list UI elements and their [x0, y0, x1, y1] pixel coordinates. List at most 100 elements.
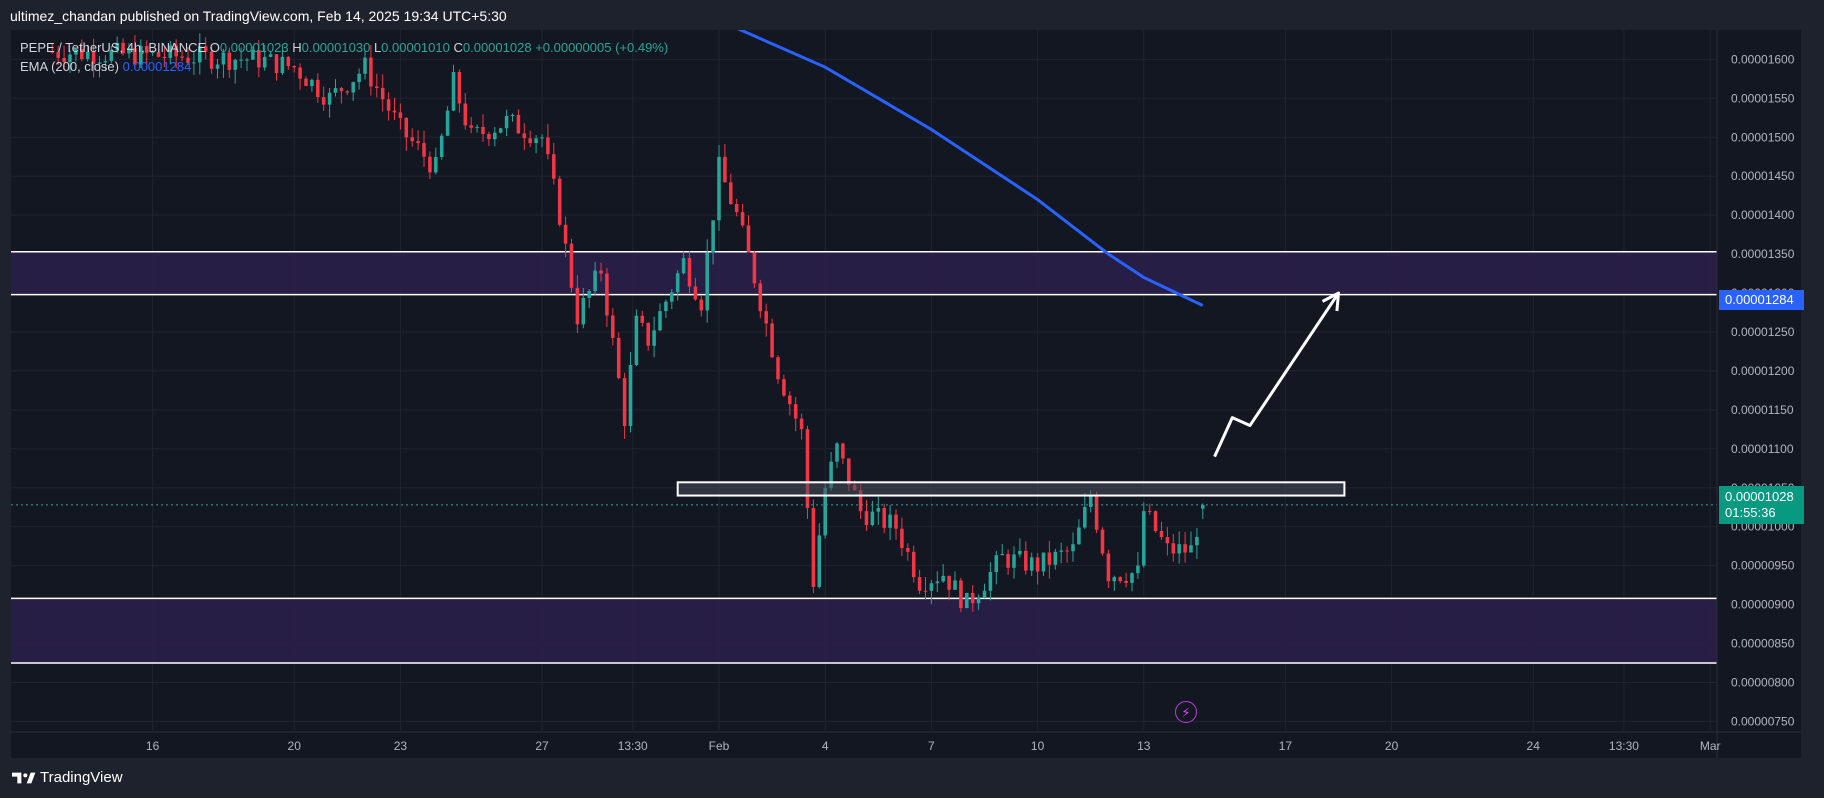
candle-down: [1024, 550, 1028, 571]
candle-down: [575, 287, 580, 325]
candle-down: [611, 315, 615, 338]
candle-down: [959, 580, 963, 609]
candle-down: [298, 67, 302, 79]
candle-up: [1000, 553, 1004, 556]
candle-down: [174, 45, 178, 57]
lightning-icon[interactable]: ⚡: [1175, 701, 1197, 723]
x-tick-label: 13:30: [618, 739, 648, 753]
y-tick-label: 0.00000800: [1731, 675, 1795, 689]
candle-up: [139, 46, 143, 65]
y-tick-label: 0.00001450: [1731, 169, 1795, 183]
candle-down: [463, 103, 468, 126]
candle-up: [68, 54, 72, 63]
ema-price-tag: 0.00001284: [1719, 290, 1804, 310]
candle-down: [410, 137, 414, 142]
candle-down: [156, 51, 161, 57]
y-tick-label: 0.00001200: [1731, 364, 1795, 378]
candle-down: [734, 204, 739, 213]
candle-up: [445, 110, 450, 136]
chart-area[interactable]: 0.00000750 0.00000800 0.00000850 0.00000900…: [11, 30, 1801, 758]
candle-up: [493, 132, 497, 140]
symbol-label[interactable]: PEPE / TetherUS, 4h, BINANCE: [20, 40, 207, 55]
candle-up: [333, 88, 338, 93]
candle-up: [1130, 573, 1134, 583]
candle-up: [670, 292, 674, 302]
x-tick-label: 24: [1527, 739, 1541, 753]
candle-up: [829, 461, 833, 488]
candle-down: [1159, 530, 1164, 538]
candle-down: [180, 56, 184, 58]
candle-up: [475, 126, 479, 128]
candle-up: [540, 137, 544, 139]
candle-up: [717, 156, 721, 221]
close-value: 0.00001028: [462, 40, 532, 55]
tradingview-brand[interactable]: TradingView: [12, 769, 123, 786]
candle-up: [245, 59, 249, 61]
candle-down: [1047, 552, 1052, 565]
candle-up: [233, 59, 237, 70]
ema-label[interactable]: EMA (200, close): [20, 59, 119, 74]
candle-down: [404, 118, 409, 138]
candle-down: [729, 182, 733, 205]
candle-down: [640, 315, 645, 323]
y-tick-label: 0.00001400: [1731, 208, 1795, 222]
candle-up: [351, 82, 355, 93]
candle-down: [162, 56, 167, 58]
candle-up: [534, 138, 538, 144]
candle-up: [628, 364, 633, 427]
candle-up: [1053, 551, 1058, 565]
candle-down: [428, 156, 432, 173]
candle-up: [434, 156, 438, 173]
support-zone: [11, 598, 1717, 664]
candle-up: [817, 535, 822, 587]
candle-up: [705, 252, 709, 311]
low-value: 0.00001010: [381, 40, 450, 55]
footer: TradingView: [0, 758, 1824, 798]
candle-up: [1041, 552, 1046, 572]
publisher-text: ultimez_chandan published on TradingView…: [10, 8, 507, 24]
candle-down: [687, 258, 692, 287]
candle-down: [900, 528, 904, 549]
candle-up: [876, 508, 881, 512]
candle-down: [947, 575, 951, 590]
candle-down: [1094, 496, 1099, 530]
candle-down: [316, 79, 320, 98]
close-label: C: [453, 40, 463, 55]
candle-down: [1147, 511, 1152, 513]
candle-up: [198, 46, 202, 63]
y-tick-label: 0.00000750: [1731, 714, 1795, 728]
candle-up: [1077, 527, 1081, 545]
candle-down: [911, 551, 916, 578]
candle-up: [1071, 544, 1075, 552]
last-price-tag: 0.00001028 01:55:36: [1719, 486, 1804, 524]
candle-down: [457, 71, 462, 104]
candle-down: [522, 133, 527, 139]
candle-up: [1136, 565, 1140, 574]
x-tick-label: 27: [535, 739, 549, 753]
candle-up: [1195, 536, 1199, 546]
candle-up: [1012, 554, 1016, 568]
chart-legend: PEPE / TetherUS, 4h, BINANCE O0.00001023…: [20, 38, 668, 76]
candle-down: [209, 51, 214, 69]
candle-up: [127, 48, 131, 54]
change-value: +0.00000005 (+0.49%): [535, 40, 669, 55]
candle-up: [1059, 550, 1063, 552]
candle-down: [203, 46, 208, 52]
x-tick-label: 20: [1385, 739, 1399, 753]
candle-up: [965, 592, 969, 609]
candle-down: [693, 286, 698, 300]
candle-down: [369, 57, 373, 87]
chart-canvas[interactable]: 0.00000750 0.00000800 0.00000850 0.00000900…: [11, 30, 1801, 758]
candle-down: [723, 156, 727, 183]
candle-down: [50, 51, 55, 53]
countdown-value: 01:55:36: [1725, 505, 1776, 520]
candle-down: [847, 458, 851, 486]
candle-down: [487, 133, 491, 140]
candle-down: [557, 178, 562, 225]
ema-row: EMA (200, close) 0.00001284: [20, 57, 668, 76]
candle-down: [1006, 553, 1010, 568]
candle-up: [268, 54, 273, 57]
x-tick-label: Mar: [1700, 739, 1721, 753]
candle-up: [1189, 545, 1193, 553]
candle-up: [929, 583, 934, 591]
